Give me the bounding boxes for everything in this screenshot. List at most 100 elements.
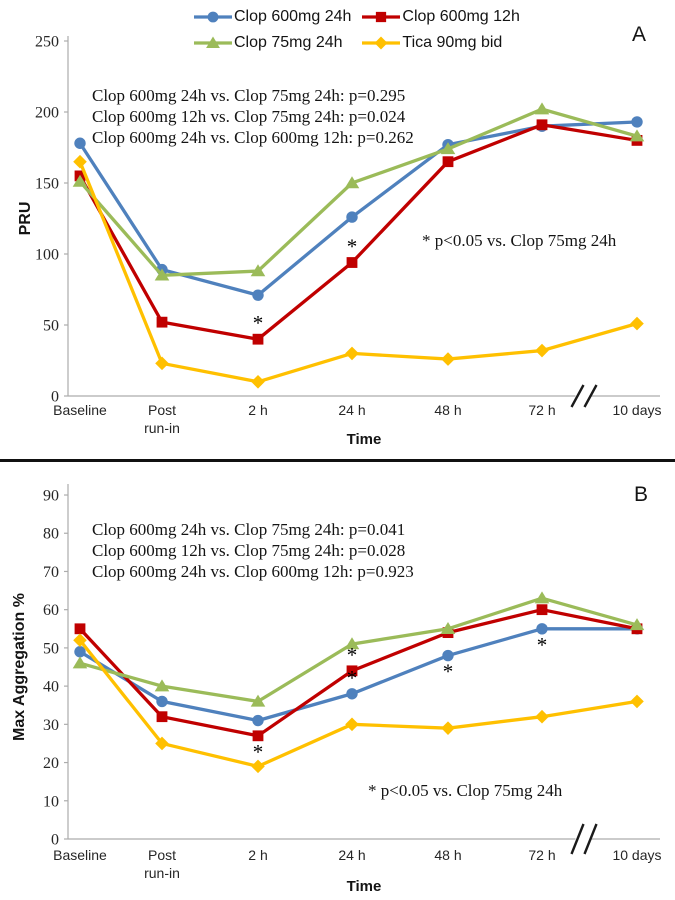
diamond-marker-icon	[630, 316, 644, 331]
triangle-marker-icon	[629, 129, 645, 142]
x-category-label: Post	[148, 402, 176, 418]
square-marker-icon	[536, 119, 548, 131]
legend-marker-diamond-icon	[362, 36, 401, 50]
triangle-marker-icon	[534, 591, 550, 604]
circle-marker-icon	[252, 714, 264, 727]
triangle-marker-icon	[629, 618, 645, 631]
square-marker-icon	[252, 333, 264, 345]
panel-b: 0 10 20 30 40 50 60 70 80 90 Max Aggregation % Base…	[0, 462, 675, 900]
diamond-marker-icon	[441, 352, 455, 366]
circle-marker-icon	[442, 649, 454, 662]
comparison-text: Clop 600mg 24h vs. Clop 600mg 12h: p=0.2…	[92, 128, 414, 147]
panel-a-chart: 0 50 100 150 200 250 PRU Baseline Post run-in 2 h 2…	[17, 23, 662, 448]
significance-asterisk: *	[347, 235, 358, 259]
y-tick-label: 0	[51, 389, 59, 406]
comparison-text: Clop 600mg 24h vs. Clop 75mg 24h: p=0.04…	[92, 520, 405, 539]
square-marker-icon	[346, 665, 358, 677]
legend-label: Clop 600mg 24h	[234, 8, 352, 25]
x-category-label: 24 h	[338, 402, 365, 418]
legend-label: Clop 75mg 24h	[234, 34, 343, 51]
diamond-marker-icon	[374, 36, 388, 50]
diamond-marker-icon	[630, 694, 644, 709]
y-tick-label: 80	[43, 526, 59, 543]
x-axis-title: Time	[347, 431, 382, 448]
panel-a: 0 50 100 150 200 250 PRU Baseline Post run-in 2 h 2…	[17, 23, 662, 448]
series-tica-90mg-bid	[73, 633, 644, 774]
legend-marker-triangle-icon	[194, 36, 232, 48]
x-category-label: run-in	[144, 865, 180, 881]
x-category-label: 48 h	[434, 847, 461, 863]
legend-item-clop-75mg-24h: Clop 75mg 24h	[193, 31, 351, 55]
axis-break-gap	[575, 393, 591, 399]
significance-asterisk: *	[347, 666, 358, 690]
triangle-marker-icon	[72, 174, 88, 187]
square-marker-icon	[252, 730, 264, 742]
triangle-marker-icon	[534, 102, 550, 115]
chart-legend: Clop 600mg 24h Clop 600mg 12h Clop 75mg …	[193, 5, 520, 55]
significance-asterisk: *	[347, 643, 358, 667]
legend-label: Tica 90mg bid	[402, 34, 503, 51]
diamond-marker-icon	[73, 633, 87, 648]
triangle-marker-icon	[154, 268, 170, 281]
legend-item-tica-90mg-bid: Tica 90mg bid	[361, 31, 519, 55]
y-tick-label: 0	[51, 832, 59, 849]
square-marker-icon	[156, 711, 168, 723]
square-marker-icon	[74, 623, 86, 635]
x-category-label: 2 h	[248, 402, 267, 418]
axis-break-icon	[583, 823, 598, 855]
series-tica-90mg-bid	[73, 154, 644, 389]
axis-break-icon	[583, 384, 598, 408]
series-clop-600mg-12h	[74, 604, 643, 742]
triangle-marker-icon	[344, 176, 360, 189]
square-marker-icon	[346, 257, 358, 268]
triangle-marker-icon	[206, 36, 220, 48]
diamond-marker-icon	[73, 154, 87, 169]
significance-asterisk: *	[253, 311, 264, 335]
triangle-marker-icon	[154, 679, 170, 692]
triangle-marker-icon	[250, 694, 266, 707]
circle-marker-icon	[156, 695, 168, 708]
x-category-label: Baseline	[53, 402, 107, 418]
triangle-marker-icon	[440, 142, 456, 155]
comparison-text: Clop 600mg 24h vs. Clop 75mg 24h: p=0.29…	[92, 86, 405, 105]
triangle-marker-icon	[440, 621, 456, 634]
diamond-marker-icon	[535, 709, 549, 724]
y-tick-label: 40	[43, 679, 59, 696]
panel-divider	[0, 459, 675, 462]
x-category-label: Baseline	[53, 847, 107, 863]
axis-break-gap	[575, 836, 591, 842]
significance-asterisk: *	[443, 660, 454, 684]
triangle-marker-icon	[250, 264, 266, 277]
legend-marker-square-icon	[362, 11, 401, 23]
series-clop-600mg-24h	[74, 623, 643, 727]
y-tick-label: 20	[43, 755, 59, 772]
x-category-label: 10 days	[612, 402, 661, 418]
comparison-text: Clop 600mg 12h vs. Clop 75mg 24h: p=0.02…	[92, 107, 406, 126]
square-marker-icon	[536, 604, 548, 616]
y-axis-title: Max Aggregation %	[11, 593, 28, 741]
diamond-marker-icon	[155, 356, 169, 371]
legend-marker-circle-icon	[194, 11, 232, 23]
y-tick-label: 150	[35, 176, 59, 193]
significance-asterisk: *	[253, 740, 264, 764]
x-category-label: 72 h	[528, 847, 555, 863]
diamond-marker-icon	[441, 721, 455, 735]
diamond-marker-icon	[251, 759, 265, 774]
circle-marker-icon	[631, 116, 643, 128]
circle-marker-icon	[346, 688, 358, 700]
legend-item-clop-600mg-12h: Clop 600mg 12h	[361, 5, 520, 29]
series-clop-75mg-24h	[72, 591, 645, 707]
y-tick-label: 50	[43, 318, 59, 335]
axis-break-icon	[570, 384, 585, 408]
y-tick-label: 90	[43, 488, 59, 505]
x-category-label: 72 h	[528, 402, 555, 418]
y-tick-label: 50	[43, 640, 59, 657]
diamond-marker-icon	[345, 346, 359, 361]
y-tick-label: 100	[35, 247, 59, 264]
triangle-marker-icon	[344, 637, 360, 650]
y-tick-label: 200	[35, 105, 59, 122]
diamond-marker-icon	[345, 717, 359, 732]
y-tick-label: 10	[43, 793, 59, 810]
x-category-label: 24 h	[338, 847, 365, 863]
axis-break-icon	[570, 823, 585, 855]
